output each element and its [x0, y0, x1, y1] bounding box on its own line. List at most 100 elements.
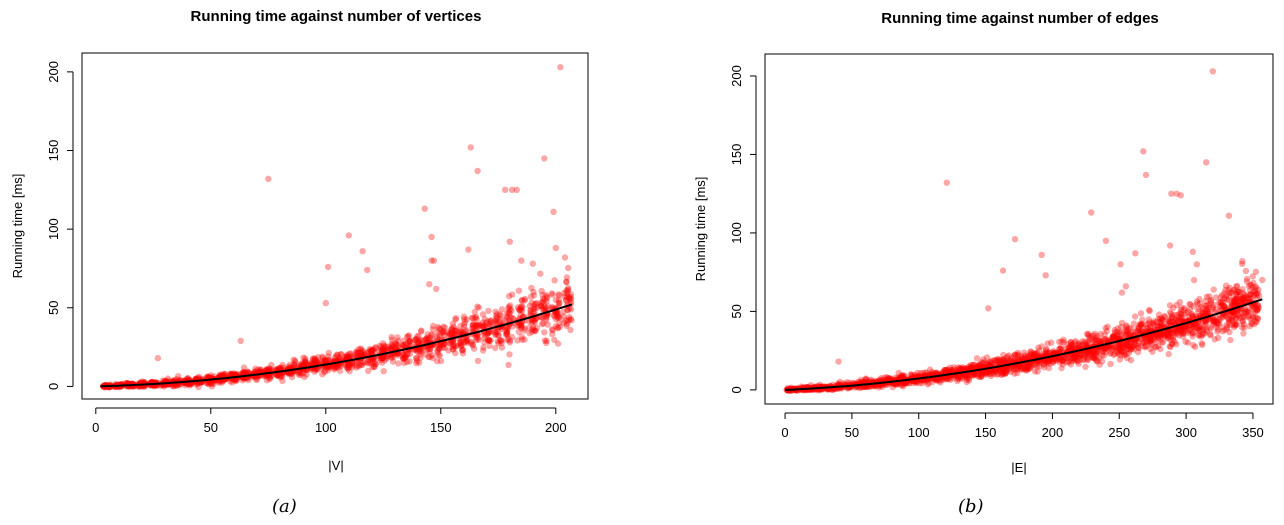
data-point — [528, 328, 536, 335]
data-point — [1180, 324, 1187, 331]
data-point — [486, 321, 493, 328]
data-point — [451, 327, 458, 334]
data-point — [510, 315, 517, 322]
data-point — [1151, 336, 1158, 344]
data-point — [1166, 309, 1174, 316]
data-point — [1168, 190, 1175, 197]
data-point — [302, 359, 309, 366]
data-point — [1044, 340, 1051, 347]
data-point — [883, 373, 890, 381]
data-point — [342, 353, 349, 361]
data-point — [1088, 349, 1095, 357]
data-point — [435, 345, 442, 352]
data-point — [1117, 331, 1124, 338]
data-point — [369, 347, 376, 354]
data-point — [1241, 291, 1248, 299]
data-point — [975, 362, 982, 369]
data-point — [565, 293, 572, 301]
data-point — [1075, 341, 1082, 348]
data-point — [1079, 341, 1086, 349]
data-point — [506, 337, 514, 344]
data-point — [1107, 360, 1114, 368]
data-point — [263, 367, 270, 374]
data-point — [1177, 316, 1184, 323]
data-point — [1187, 321, 1195, 328]
data-point — [1202, 298, 1209, 305]
data-point — [1058, 338, 1065, 345]
data-point — [343, 363, 350, 371]
data-point — [1095, 348, 1102, 356]
data-point — [1134, 328, 1141, 335]
data-point — [1126, 344, 1133, 351]
data-point — [1219, 299, 1226, 306]
data-point — [364, 349, 372, 356]
data-point — [337, 351, 345, 358]
data-point — [485, 307, 492, 315]
data-point — [298, 360, 305, 367]
data-point — [908, 371, 915, 378]
data-point — [334, 351, 341, 359]
data-point — [527, 307, 534, 315]
data-point — [1249, 284, 1256, 291]
data-point — [394, 342, 401, 350]
data-point — [244, 368, 251, 375]
data-point — [933, 369, 940, 376]
data-point — [372, 344, 380, 351]
data-point — [976, 373, 983, 381]
data-point — [242, 369, 249, 377]
data-point — [885, 375, 892, 382]
data-point — [901, 380, 909, 387]
data-point — [508, 333, 516, 341]
data-point — [245, 376, 252, 384]
data-point — [1049, 359, 1057, 366]
data-point — [416, 359, 423, 366]
data-point — [963, 373, 970, 381]
data-point — [1072, 356, 1079, 363]
data-point — [995, 370, 1002, 377]
data-point — [1251, 321, 1258, 328]
data-point — [1225, 286, 1232, 294]
data-point — [1036, 363, 1043, 370]
data-point — [1045, 357, 1052, 365]
data-point — [1161, 331, 1168, 339]
data-point — [1129, 342, 1136, 349]
data-point — [369, 363, 376, 371]
data-point — [1074, 354, 1082, 361]
data-point — [1068, 357, 1076, 365]
data-point — [1230, 309, 1237, 316]
data-point — [245, 369, 252, 376]
data-point — [311, 357, 318, 365]
data-point — [452, 343, 459, 350]
data-point — [367, 347, 374, 354]
data-point — [285, 370, 292, 378]
data-point — [1190, 303, 1197, 310]
data-point — [435, 343, 443, 350]
data-point — [400, 355, 407, 362]
data-point — [1154, 334, 1162, 341]
data-point — [1138, 321, 1145, 328]
data-point — [1210, 315, 1217, 322]
data-point — [1017, 353, 1025, 360]
data-point — [1087, 351, 1095, 358]
data-point — [899, 381, 906, 388]
data-point — [1168, 318, 1175, 326]
data-point — [1028, 363, 1035, 370]
data-point — [913, 378, 920, 385]
data-point — [1042, 350, 1050, 358]
data-point — [564, 306, 571, 313]
data-point — [1194, 325, 1201, 332]
data-point — [896, 381, 903, 388]
data-point — [1035, 347, 1043, 354]
data-point — [1114, 325, 1121, 332]
data-point — [302, 357, 309, 364]
data-point — [1239, 318, 1246, 325]
data-point — [973, 355, 981, 362]
data-point — [1251, 287, 1259, 294]
data-point — [493, 310, 501, 318]
data-point — [485, 336, 493, 343]
data-point — [1225, 212, 1233, 219]
data-point — [1238, 324, 1246, 331]
data-point — [358, 348, 365, 355]
data-point — [1015, 356, 1022, 363]
data-point — [1165, 332, 1172, 339]
